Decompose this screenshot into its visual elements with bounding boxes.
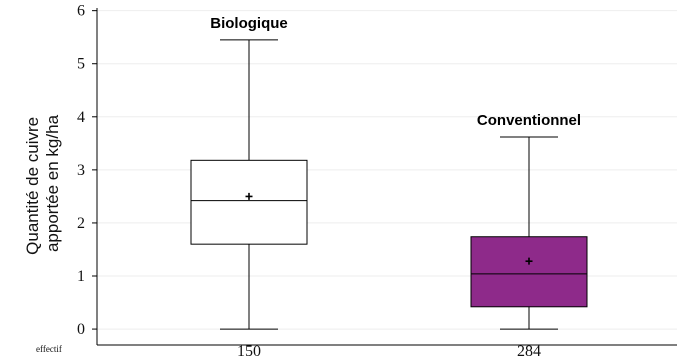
gridlines xyxy=(97,10,677,330)
tick-label-5: 5 xyxy=(77,56,85,73)
tick-label-1: 1 xyxy=(77,268,85,285)
tick-label-2: 2 xyxy=(77,215,85,232)
box-label-conventionnel: Conventionnel xyxy=(477,112,581,129)
box-conventionnel: Conventionnel 284 xyxy=(470,112,588,360)
mean-marker-conventionnel xyxy=(525,257,533,265)
tick-label-4: 4 xyxy=(77,109,85,126)
mean-marker-biologique xyxy=(245,192,253,200)
count-label-conventionnel: 284 xyxy=(517,343,541,360)
y-axis-label-line-2: apportée en kg/ha xyxy=(43,114,62,252)
effectif-label: effectif xyxy=(36,344,62,354)
iqr-box-conventionnel xyxy=(470,236,588,308)
tick-label-6: 6 xyxy=(77,3,85,20)
tick-label-0: 0 xyxy=(77,321,85,338)
iqr-box-biologique xyxy=(190,159,308,245)
tick-label-3: 3 xyxy=(77,162,85,179)
y-axis-label: Quantité de cuivre apportée en kg/ha xyxy=(23,112,62,255)
box-label-biologique: Biologique xyxy=(210,15,288,32)
box-biologique: Biologique 150 xyxy=(190,15,308,360)
boxes-layer: Biologique 150 Conventionnel 284 xyxy=(190,15,588,360)
count-label-biologique: 150 xyxy=(237,343,261,360)
y-axis-label-line-1: Quantité de cuivre xyxy=(23,117,42,255)
y-axis-ticks: 0 1 2 3 4 5 6 xyxy=(77,3,97,338)
